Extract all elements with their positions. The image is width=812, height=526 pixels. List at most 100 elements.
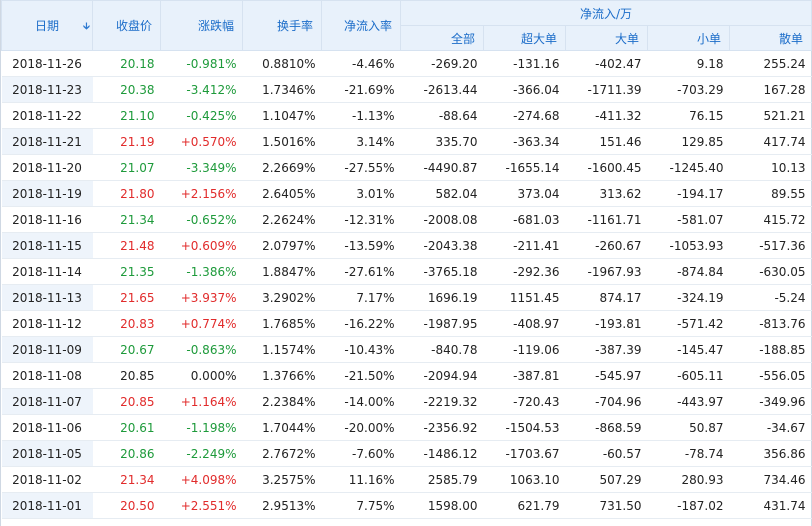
table-header: 日期 🡳 收盘价 涨跌幅 换手率 净流入率 净流入/万 全部 超大单 大单 小单… xyxy=(1,0,812,51)
column-header-small[interactable]: 小单 xyxy=(647,25,730,51)
table-row[interactable]: 2018-11-20 21.07 -3.349% 2.2669% -27.55% -449… xyxy=(1,154,812,181)
table-row[interactable]: 2018-11-08 20.85 0.000% 1.3766% -21.50% -2094… xyxy=(1,362,812,389)
cell-turnover: 3.2902% xyxy=(242,284,322,311)
table-row[interactable]: 2018-11-26 20.18 -0.981% 0.8810% -4.46% -269.… xyxy=(1,50,812,77)
cell-close: 21.10 xyxy=(92,102,161,129)
cell-extra-large: -211.41 xyxy=(483,232,566,259)
cell-date: 2018-11-23 xyxy=(1,76,93,103)
table-row[interactable]: 2018-11-02 21.34 +4.098% 3.2575% 11.16% 2585.… xyxy=(1,466,812,493)
column-header-turnover[interactable]: 换手率 xyxy=(242,0,322,51)
cell-close: 21.34 xyxy=(92,206,161,233)
cell-change: -1.386% xyxy=(160,258,243,285)
cell-small: 129.85 xyxy=(647,128,730,155)
cell-change: +0.570% xyxy=(160,128,243,155)
table-row[interactable]: 2018-11-06 20.61 -1.198% 1.7044% -20.00% -235… xyxy=(1,414,812,441)
table-row[interactable]: 2018-11-22 21.10 -0.425% 1.1047% -1.13% -88.6… xyxy=(1,102,812,129)
cell-large: 874.17 xyxy=(565,284,648,311)
cell-net-total: -3765.18 xyxy=(400,258,484,285)
cell-large: -260.67 xyxy=(565,232,648,259)
table-row[interactable]: 2018-11-19 21.80 +2.156% 2.6405% 3.01% 582.04… xyxy=(1,180,812,207)
cell-close: 20.85 xyxy=(92,362,161,389)
cell-turnover: 1.3766% xyxy=(242,362,322,389)
cell-net-total: -269.20 xyxy=(400,50,484,77)
cell-large: 313.62 xyxy=(565,180,648,207)
cell-date: 2018-11-05 xyxy=(1,440,93,467)
cell-turnover: 3.2575% xyxy=(242,466,322,493)
cell-large: -411.32 xyxy=(565,102,648,129)
column-header-large[interactable]: 大单 xyxy=(565,25,648,51)
column-header-retail[interactable]: 散单 xyxy=(728,25,812,51)
cell-extra-large: -1655.14 xyxy=(483,154,566,181)
cell-close: 21.07 xyxy=(92,154,161,181)
cell-close: 20.86 xyxy=(92,440,161,467)
table-row[interactable]: 2018-11-14 21.35 -1.386% 1.8847% -27.61% -376… xyxy=(1,258,812,285)
column-header-total[interactable]: 全部 xyxy=(400,25,484,51)
cell-date: 2018-11-12 xyxy=(1,310,93,337)
table-row[interactable]: 2018-11-05 20.86 -2.249% 2.7672% -7.60% -1486… xyxy=(1,440,812,467)
table-row[interactable]: 2018-11-01 20.50 +2.551% 2.9513% 7.75% 1598.0… xyxy=(1,492,812,519)
cell-large: -1711.39 xyxy=(565,76,648,103)
cell-retail: -349.96 xyxy=(729,388,812,415)
cell-change: +0.609% xyxy=(160,232,243,259)
table-row[interactable]: 2018-11-23 20.38 -3.412% 1.7346% -21.69% -261… xyxy=(1,76,812,103)
sort-down-icon[interactable]: 🡳 xyxy=(82,21,90,32)
cell-retail: -813.76 xyxy=(729,310,812,337)
cell-extra-large: -387.81 xyxy=(483,362,566,389)
table-row[interactable]: 2018-11-09 20.67 -0.863% 1.1574% -10.43% -840… xyxy=(1,336,812,363)
cell-retail: 255.24 xyxy=(729,50,812,77)
cell-extra-large: -131.16 xyxy=(483,50,566,77)
cell-turnover: 1.7685% xyxy=(242,310,322,337)
cell-retail: 415.72 xyxy=(729,206,812,233)
cell-net-rate: -27.55% xyxy=(321,154,401,181)
cell-close: 21.35 xyxy=(92,258,161,285)
cell-net-rate: -13.59% xyxy=(321,232,401,259)
cell-extra-large: -1703.67 xyxy=(483,440,566,467)
table-row[interactable]: 2018-11-16 21.34 -0.652% 2.2624% -12.31% -200… xyxy=(1,206,812,233)
cell-change: -0.981% xyxy=(160,50,243,77)
table-row[interactable]: 2018-11-13 21.65 +3.937% 3.2902% 7.17% 1696.1… xyxy=(1,284,812,311)
cell-large: 731.50 xyxy=(565,492,648,519)
cell-small: -443.97 xyxy=(647,388,730,415)
cell-extra-large: -274.68 xyxy=(483,102,566,129)
cell-large: 151.46 xyxy=(565,128,648,155)
cell-turnover: 2.2384% xyxy=(242,388,322,415)
cell-retail: -517.36 xyxy=(729,232,812,259)
cell-net-rate: -10.43% xyxy=(321,336,401,363)
column-header-extra-large[interactable]: 超大单 xyxy=(483,25,566,51)
column-header-date[interactable]: 日期 🡳 xyxy=(1,0,93,51)
cell-date: 2018-11-16 xyxy=(1,206,93,233)
cell-date: 2018-11-01 xyxy=(1,492,93,519)
cell-close: 21.80 xyxy=(92,180,161,207)
cell-large: -545.97 xyxy=(565,362,648,389)
cell-small: 9.18 xyxy=(647,50,730,77)
table-row[interactable]: 2018-11-15 21.48 +0.609% 2.0797% -13.59% -204… xyxy=(1,232,812,259)
column-header-close[interactable]: 收盘价 xyxy=(92,0,161,51)
cell-retail: -5.24 xyxy=(729,284,812,311)
column-header-net-rate[interactable]: 净流入率 xyxy=(321,0,401,51)
table-row[interactable]: 2018-11-12 20.83 +0.774% 1.7685% -16.22% -198… xyxy=(1,310,812,337)
table-row[interactable]: 2018-11-21 21.19 +0.570% 1.5016% 3.14% 335.70… xyxy=(1,128,812,155)
cell-large: -387.39 xyxy=(565,336,648,363)
cell-close: 20.50 xyxy=(92,492,161,519)
cell-large: -1600.45 xyxy=(565,154,648,181)
cell-change: -0.863% xyxy=(160,336,243,363)
cell-extra-large: 373.04 xyxy=(483,180,566,207)
cell-extra-large: -720.43 xyxy=(483,388,566,415)
cell-close: 20.85 xyxy=(92,388,161,415)
cell-net-total: -2008.08 xyxy=(400,206,484,233)
cell-close: 21.19 xyxy=(92,128,161,155)
cell-large: -1161.71 xyxy=(565,206,648,233)
cell-close: 21.34 xyxy=(92,466,161,493)
cell-change: -0.652% xyxy=(160,206,243,233)
cell-large: 507.29 xyxy=(565,466,648,493)
cell-retail: 10.13 xyxy=(729,154,812,181)
cell-net-total: -1486.12 xyxy=(400,440,484,467)
column-header-change[interactable]: 涨跌幅 xyxy=(160,0,243,51)
cell-close: 20.83 xyxy=(92,310,161,337)
table-row[interactable]: 2018-11-07 20.85 +1.164% 2.2384% -14.00% -221… xyxy=(1,388,812,415)
cell-date: 2018-11-06 xyxy=(1,414,93,441)
cell-date: 2018-11-19 xyxy=(1,180,93,207)
cell-close: 20.18 xyxy=(92,50,161,77)
cell-net-total: -4490.87 xyxy=(400,154,484,181)
